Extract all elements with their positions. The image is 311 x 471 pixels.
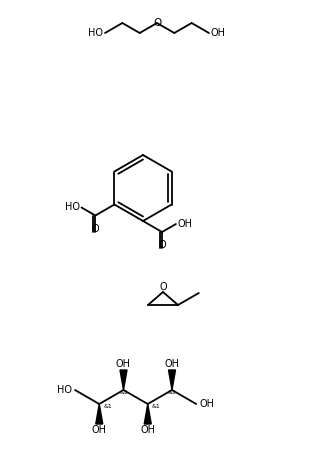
Polygon shape (169, 370, 175, 390)
Text: OH: OH (199, 399, 214, 409)
Text: HO: HO (64, 203, 80, 212)
Text: O: O (153, 18, 161, 28)
Text: OH: OH (116, 359, 131, 369)
Text: OH: OH (211, 28, 226, 38)
Text: &1: &1 (119, 390, 128, 395)
Polygon shape (144, 404, 151, 424)
Text: OH: OH (140, 425, 155, 435)
Text: &1: &1 (152, 404, 160, 408)
Polygon shape (120, 370, 127, 390)
Polygon shape (96, 404, 103, 424)
Text: O: O (91, 224, 99, 234)
Text: &1: &1 (168, 390, 177, 395)
Text: O: O (158, 240, 166, 250)
Text: OH: OH (92, 425, 107, 435)
Text: HO: HO (57, 385, 72, 395)
Text: OH: OH (178, 219, 193, 229)
Text: OH: OH (165, 359, 179, 369)
Text: O: O (159, 282, 167, 292)
Text: HO: HO (88, 28, 103, 38)
Text: &1: &1 (103, 404, 112, 408)
